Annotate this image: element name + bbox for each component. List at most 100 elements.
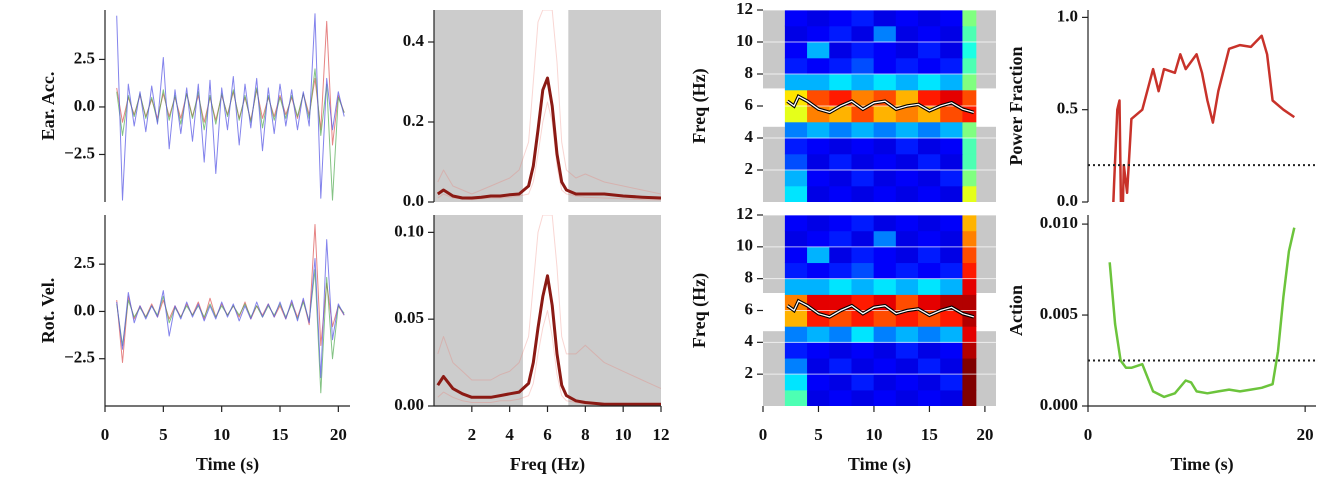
heatmap-cell — [829, 373, 853, 391]
heatmap-cell — [873, 342, 897, 359]
x-tick-label: 12 — [653, 425, 670, 444]
heatmap-cell — [829, 357, 853, 375]
heatmap-cell — [829, 137, 853, 155]
heatmap-cell — [962, 357, 977, 375]
heatmap-cell — [918, 121, 941, 139]
x-tick-label: 8 — [581, 425, 590, 444]
y-tick-label: 0.0 — [403, 191, 424, 210]
y-tick-label: 12 — [736, 204, 753, 223]
heatmap-cell — [873, 373, 897, 391]
heatmap-cell — [873, 10, 897, 27]
heatmap-cell — [829, 73, 853, 91]
y-tick-label: 6 — [745, 95, 754, 114]
shaded-region — [434, 215, 523, 406]
shaded-region — [763, 126, 786, 202]
heatmap-cell — [940, 357, 964, 375]
heatmap-cell — [940, 57, 964, 75]
x-axis-label: Time (s) — [196, 454, 259, 475]
heatmap-cell — [807, 169, 830, 187]
y-tick-label: 0.2 — [403, 111, 424, 130]
heatmap-cell — [784, 389, 808, 406]
heatmap-cell — [829, 185, 853, 202]
plot-area — [434, 215, 661, 406]
heatmap-cell — [895, 389, 919, 406]
x-tick-label: 10 — [865, 425, 882, 444]
heatmap-cell — [851, 262, 875, 279]
heatmap-cell — [829, 41, 853, 59]
heatmap-cell — [851, 389, 875, 406]
heatmap-cell — [940, 342, 964, 359]
heatmap-cell — [829, 169, 853, 187]
heatmap-cell — [829, 342, 853, 359]
heatmap-cell — [895, 326, 919, 343]
plot-area — [116, 224, 345, 394]
heatmap-cell — [851, 278, 875, 295]
y-tick-label: 10 — [736, 236, 753, 255]
y-tick-label: 2 — [745, 363, 754, 382]
series-line — [116, 13, 345, 201]
x-tick-label: 5 — [159, 425, 168, 444]
y-tick-label: 0.010 — [1040, 213, 1078, 232]
x-tick-label: 15 — [921, 425, 938, 444]
heatmap-cell — [873, 153, 897, 171]
x-tick-label: 0 — [101, 425, 110, 444]
heatmap-cell — [784, 41, 808, 59]
series-line — [116, 224, 345, 363]
heatmap-cell — [918, 230, 941, 248]
heatmap-cell — [895, 73, 919, 91]
heatmap-cell — [784, 357, 808, 375]
heatmap-cell — [807, 41, 830, 59]
heatmap-cell — [962, 121, 977, 139]
heatmap-cell — [962, 326, 977, 343]
heatmap-cell — [962, 57, 977, 75]
heatmap-cell — [895, 357, 919, 375]
heatmap-cell — [851, 326, 875, 343]
heatmap-cell — [918, 326, 941, 343]
shaded-region — [763, 331, 786, 406]
heatmap-cell — [940, 121, 964, 139]
heatmap-cell — [851, 73, 875, 91]
heatmap-cell — [940, 169, 964, 187]
heatmap-cell — [784, 230, 808, 248]
heatmap-cell — [873, 389, 897, 406]
heatmap-cell — [895, 10, 919, 27]
heatmap-cell — [895, 246, 919, 264]
heatmap-cell — [918, 246, 941, 264]
y-tick-label: 10 — [736, 31, 753, 50]
x-tick-label: 10 — [615, 425, 632, 444]
heatmap-cell — [940, 153, 964, 171]
heatmap-cell — [940, 326, 964, 343]
y-tick-label: 2 — [745, 159, 754, 178]
heatmap-cell — [918, 25, 941, 43]
y-tick-label: −2.5 — [64, 143, 95, 162]
y-axis-label: Ear. Acc. — [38, 72, 58, 141]
heatmap-cell — [851, 25, 875, 43]
heatmap-cell — [895, 278, 919, 295]
heatmap-cell — [873, 326, 897, 343]
series-line — [437, 10, 661, 195]
plot-area — [434, 10, 661, 202]
heatmap-cell — [829, 246, 853, 264]
heatmap-cell — [940, 25, 964, 43]
y-tick-label: 0.0 — [74, 96, 95, 115]
heatmap-cell — [940, 185, 964, 202]
heatmap-cell — [851, 342, 875, 359]
heatmap-cell — [873, 262, 897, 279]
shaded-region — [568, 10, 661, 202]
heatmap-cell — [784, 57, 808, 75]
heatmap-cell — [962, 153, 977, 171]
heatmap-cell — [851, 169, 875, 187]
y-tick-label: −2.5 — [64, 348, 95, 367]
y-axis-label: Rot. Vel. — [38, 278, 58, 344]
heatmap-cell — [873, 57, 897, 75]
heatmap-cell — [829, 230, 853, 248]
heatmap-cell — [962, 169, 977, 187]
heatmap-cell — [873, 137, 897, 155]
heatmap-cell — [940, 73, 964, 91]
heatmap-cell — [918, 215, 941, 232]
heatmap-cell — [895, 57, 919, 75]
heatmap-cell — [807, 326, 830, 343]
heatmap-cell — [940, 246, 964, 264]
heatmap-cell — [851, 137, 875, 155]
